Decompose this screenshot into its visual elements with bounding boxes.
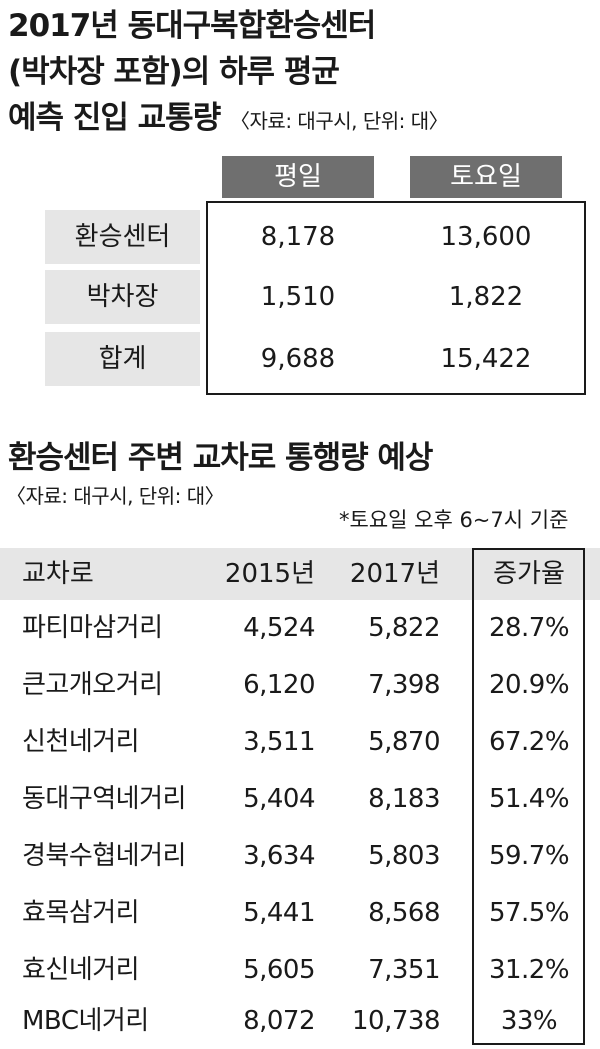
table2-row-name: 큰고개오거리 <box>22 670 163 700</box>
table2-row-2017: 7,351 <box>368 955 440 985</box>
table2-header-rate: 증가율 <box>493 559 565 589</box>
table2-row-rate: 51.4% <box>488 784 570 814</box>
table1-frame <box>206 201 586 395</box>
table2-row-rate: 57.5% <box>488 898 570 928</box>
section2-note: *토요일 오후 6~7시 기준 <box>339 508 569 532</box>
table2-row-name: 동대구역네거리 <box>22 784 186 814</box>
table2-row-rate: 28.7% <box>488 613 570 643</box>
table2-row-2017: 5,822 <box>368 613 440 643</box>
table1-cell-weekday: 8,178 <box>260 222 336 252</box>
table2-row-2015: 5,441 <box>243 898 315 928</box>
table1-row-label: 환승센터 <box>45 210 200 264</box>
table2-row-rate: 20.9% <box>488 670 570 700</box>
table2-row-rate: 59.7% <box>488 841 570 871</box>
title-line-1: 2017년 동대구복합환승센터 <box>8 8 376 44</box>
table2-row-2017: 8,568 <box>368 898 440 928</box>
table2-header-name: 교차로 <box>22 559 94 589</box>
table2-row-name: 효신네거리 <box>22 955 140 985</box>
table2-row-name: 파티마삼거리 <box>22 613 163 643</box>
table2-row-name: 효목삼거리 <box>22 898 140 928</box>
rate-column-frame <box>472 548 585 1045</box>
table2-row-2015: 5,404 <box>243 784 315 814</box>
table2-row-2015: 5,605 <box>243 955 315 985</box>
table2-row-2015: 3,511 <box>243 727 315 757</box>
table1-header-saturday: 토요일 <box>410 156 562 198</box>
table1-cell-saturday: 13,600 <box>440 222 532 252</box>
table1-row-label: 박차장 <box>45 270 200 324</box>
table1-header-weekday: 평일 <box>222 156 374 198</box>
table2-row-name: MBC네거리 <box>22 1006 149 1036</box>
title-source: 〈자료: 대구시, 단위: 대〉 <box>230 109 449 133</box>
table1-cell-saturday: 15,422 <box>440 344 532 374</box>
table2-row-2015: 3,634 <box>243 841 315 871</box>
title-line-3: 예측 진입 교통량 〈자료: 대구시, 단위: 대〉 <box>8 98 449 141</box>
table1-cell-weekday: 1,510 <box>260 282 336 312</box>
title-line-2: (박차장 포함)의 하루 평균 <box>8 54 340 90</box>
table1-cell-weekday: 9,688 <box>260 344 336 374</box>
table2-row-2017: 10,738 <box>352 1006 440 1036</box>
table1-row-label: 합계 <box>45 332 200 386</box>
table2-header-row <box>0 548 600 600</box>
table2-row-rate: 67.2% <box>488 727 570 757</box>
table2-row-2017: 5,803 <box>368 841 440 871</box>
table2-row-name: 신천네거리 <box>22 727 140 757</box>
table2-row-2015: 4,524 <box>243 613 315 643</box>
table2-row-2017: 7,398 <box>368 670 440 700</box>
table2-row-name: 경북수협네거리 <box>22 841 186 871</box>
title-line-3-text: 예측 진입 교통량 <box>8 100 221 136</box>
table2-header-2015: 2015년 <box>224 559 315 589</box>
table2-row-rate: 31.2% <box>488 955 570 985</box>
section2-source: 〈자료: 대구시, 단위: 대〉 <box>6 484 225 508</box>
table1-cell-saturday: 1,822 <box>448 282 524 312</box>
table2-row-2017: 8,183 <box>368 784 440 814</box>
table2-header-2017: 2017년 <box>349 559 440 589</box>
table2-row-2015: 6,120 <box>243 670 315 700</box>
table2-row-2015: 8,072 <box>243 1006 315 1036</box>
table2-row-2017: 5,870 <box>368 727 440 757</box>
section2-heading: 환승센터 주변 교차로 통행량 예상 <box>8 440 433 476</box>
table2-row-rate: 33% <box>500 1006 558 1036</box>
